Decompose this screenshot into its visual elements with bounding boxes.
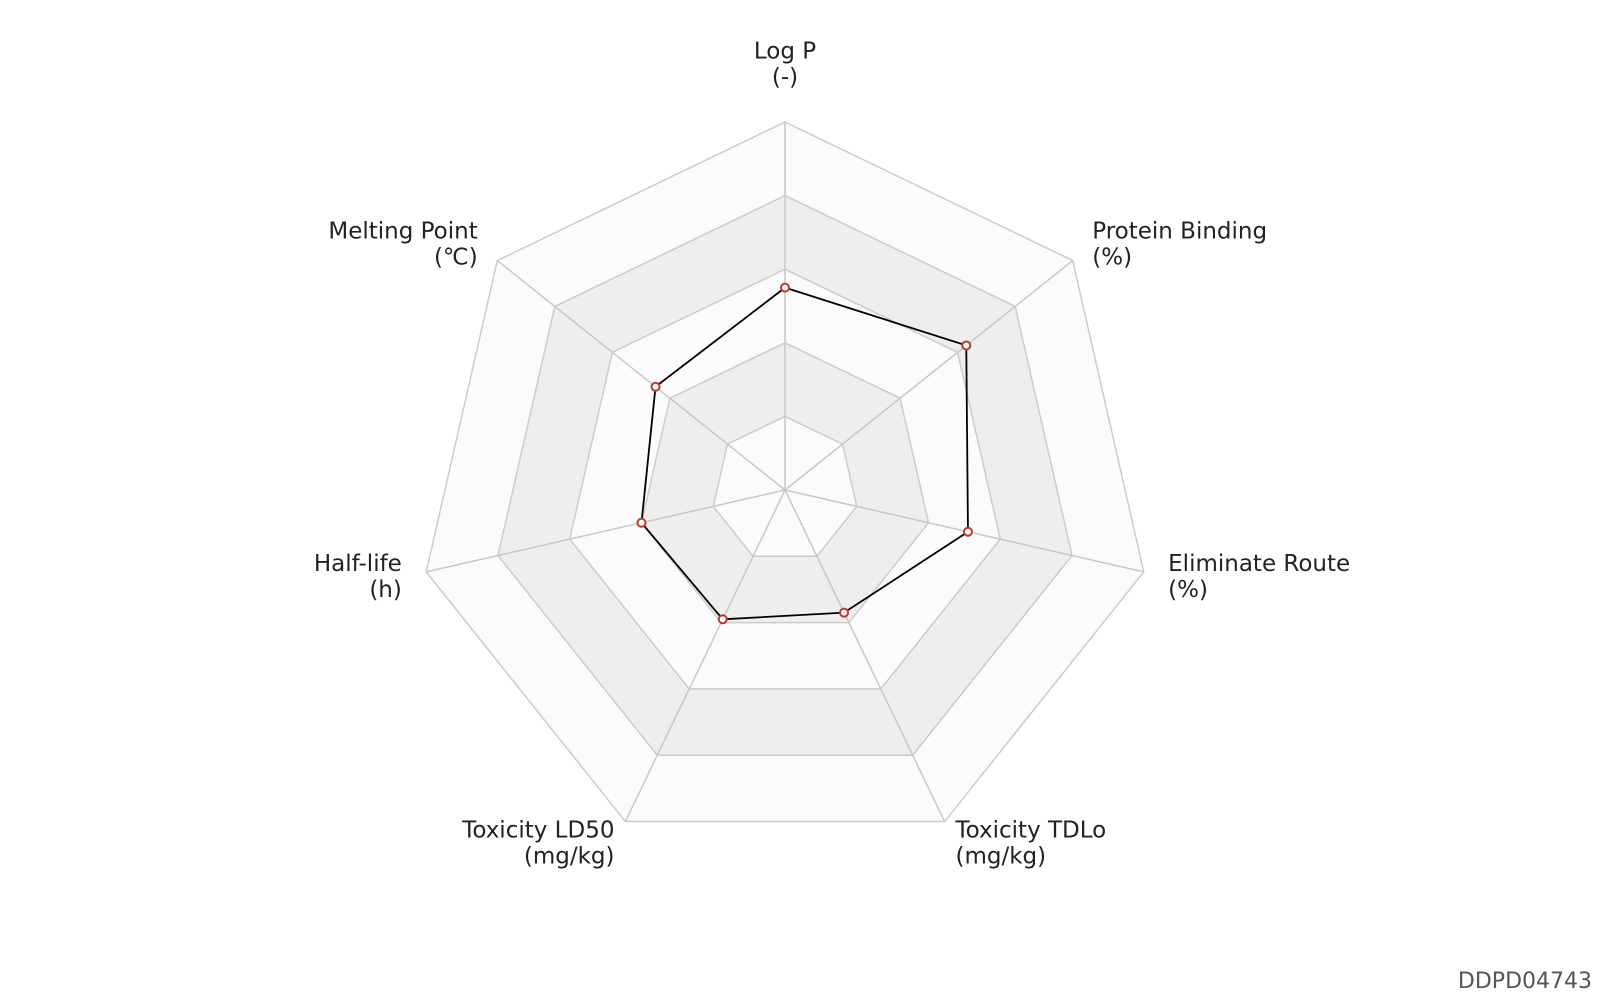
axis-label: Toxicity LD50 bbox=[461, 818, 614, 844]
axis-spoke bbox=[624, 489, 786, 822]
axis-label: Eliminate Route bbox=[1168, 551, 1350, 577]
axis-unit: (%) bbox=[1092, 244, 1132, 270]
data-point bbox=[780, 282, 790, 293]
data-point bbox=[636, 517, 647, 528]
data-point bbox=[839, 607, 850, 618]
axis-spoke bbox=[784, 489, 946, 822]
axis-label: Log P bbox=[754, 39, 816, 65]
data-point bbox=[650, 381, 661, 392]
data-point bbox=[717, 614, 728, 625]
axis-label: Toxicity TDLo bbox=[955, 818, 1107, 844]
axis-label: Protein Binding bbox=[1092, 218, 1267, 244]
data-point bbox=[961, 340, 972, 351]
axis-spoke bbox=[426, 489, 786, 573]
axis-unit: (℃) bbox=[434, 244, 478, 270]
axis-label: Half-life bbox=[314, 551, 402, 577]
data-point bbox=[962, 526, 973, 537]
watermark: DDPD04743 bbox=[1458, 969, 1592, 994]
data-line bbox=[640, 286, 969, 621]
axis-label: Melting Point bbox=[328, 218, 477, 244]
axis-spoke bbox=[784, 259, 1074, 491]
axis-unit: (mg/kg) bbox=[524, 844, 615, 870]
axis-unit: (h) bbox=[369, 577, 402, 603]
axis-unit: (%) bbox=[1168, 577, 1208, 603]
axis-unit: (mg/kg) bbox=[956, 844, 1047, 870]
axis-unit: (-) bbox=[772, 65, 798, 91]
axis-spoke bbox=[496, 259, 786, 491]
